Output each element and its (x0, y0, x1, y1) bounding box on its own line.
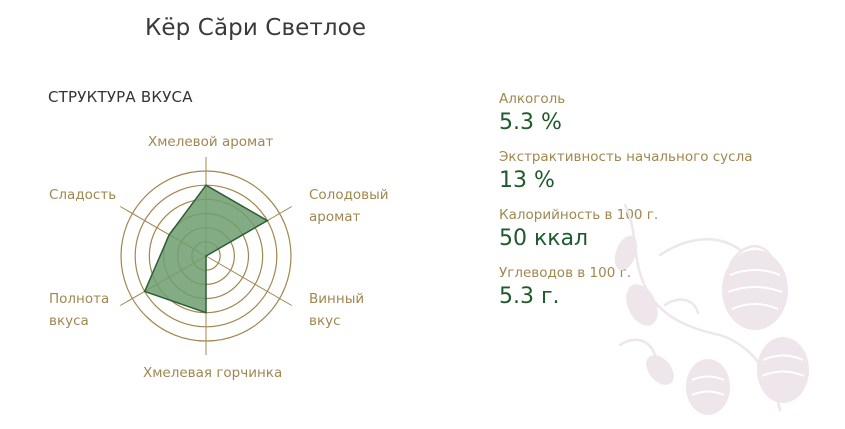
axis-label-fullness: Полнота вкуса (49, 291, 110, 329)
axis-label-sweetness: Сладость (49, 187, 117, 203)
stat-alcohol-value: 5.3 % (499, 110, 562, 135)
stat-calories-label: Калорийность в 100 г. (499, 207, 659, 223)
stats-panel: Алкоголь 5.3 % Экстрактивность начальног… (499, 90, 752, 322)
stat-carbs-label: Углеводов в 100 г. (499, 265, 632, 281)
taste-structure-heading: СТРУКТУРА ВКУСА (48, 88, 193, 106)
stat-extract-label: Экстрактивность начального сусла (499, 149, 753, 165)
radar-data-polygon (143, 184, 269, 314)
axis-label-hop-bitterness: Хмелевая горчинка (143, 365, 283, 381)
taste-radar-chart (120, 157, 292, 355)
axis-label-wine-taste: Винный вкус (309, 291, 365, 329)
hops-watermark-icon (614, 203, 809, 415)
stat-extract-value: 13 % (499, 168, 555, 193)
product-title: Кёр Сăри Светлое (145, 15, 367, 41)
stat-calories-value: 50 ккал (499, 226, 589, 251)
axis-label-malt-aroma: Солодовый аромат (309, 187, 389, 225)
radar-axis-line (205, 255, 292, 306)
axis-label-hop-aroma: Хмелевой аромат (148, 134, 274, 150)
stat-carbs-value: 5.3 г. (499, 284, 560, 309)
stat-alcohol-label: Алкоголь (499, 91, 566, 107)
